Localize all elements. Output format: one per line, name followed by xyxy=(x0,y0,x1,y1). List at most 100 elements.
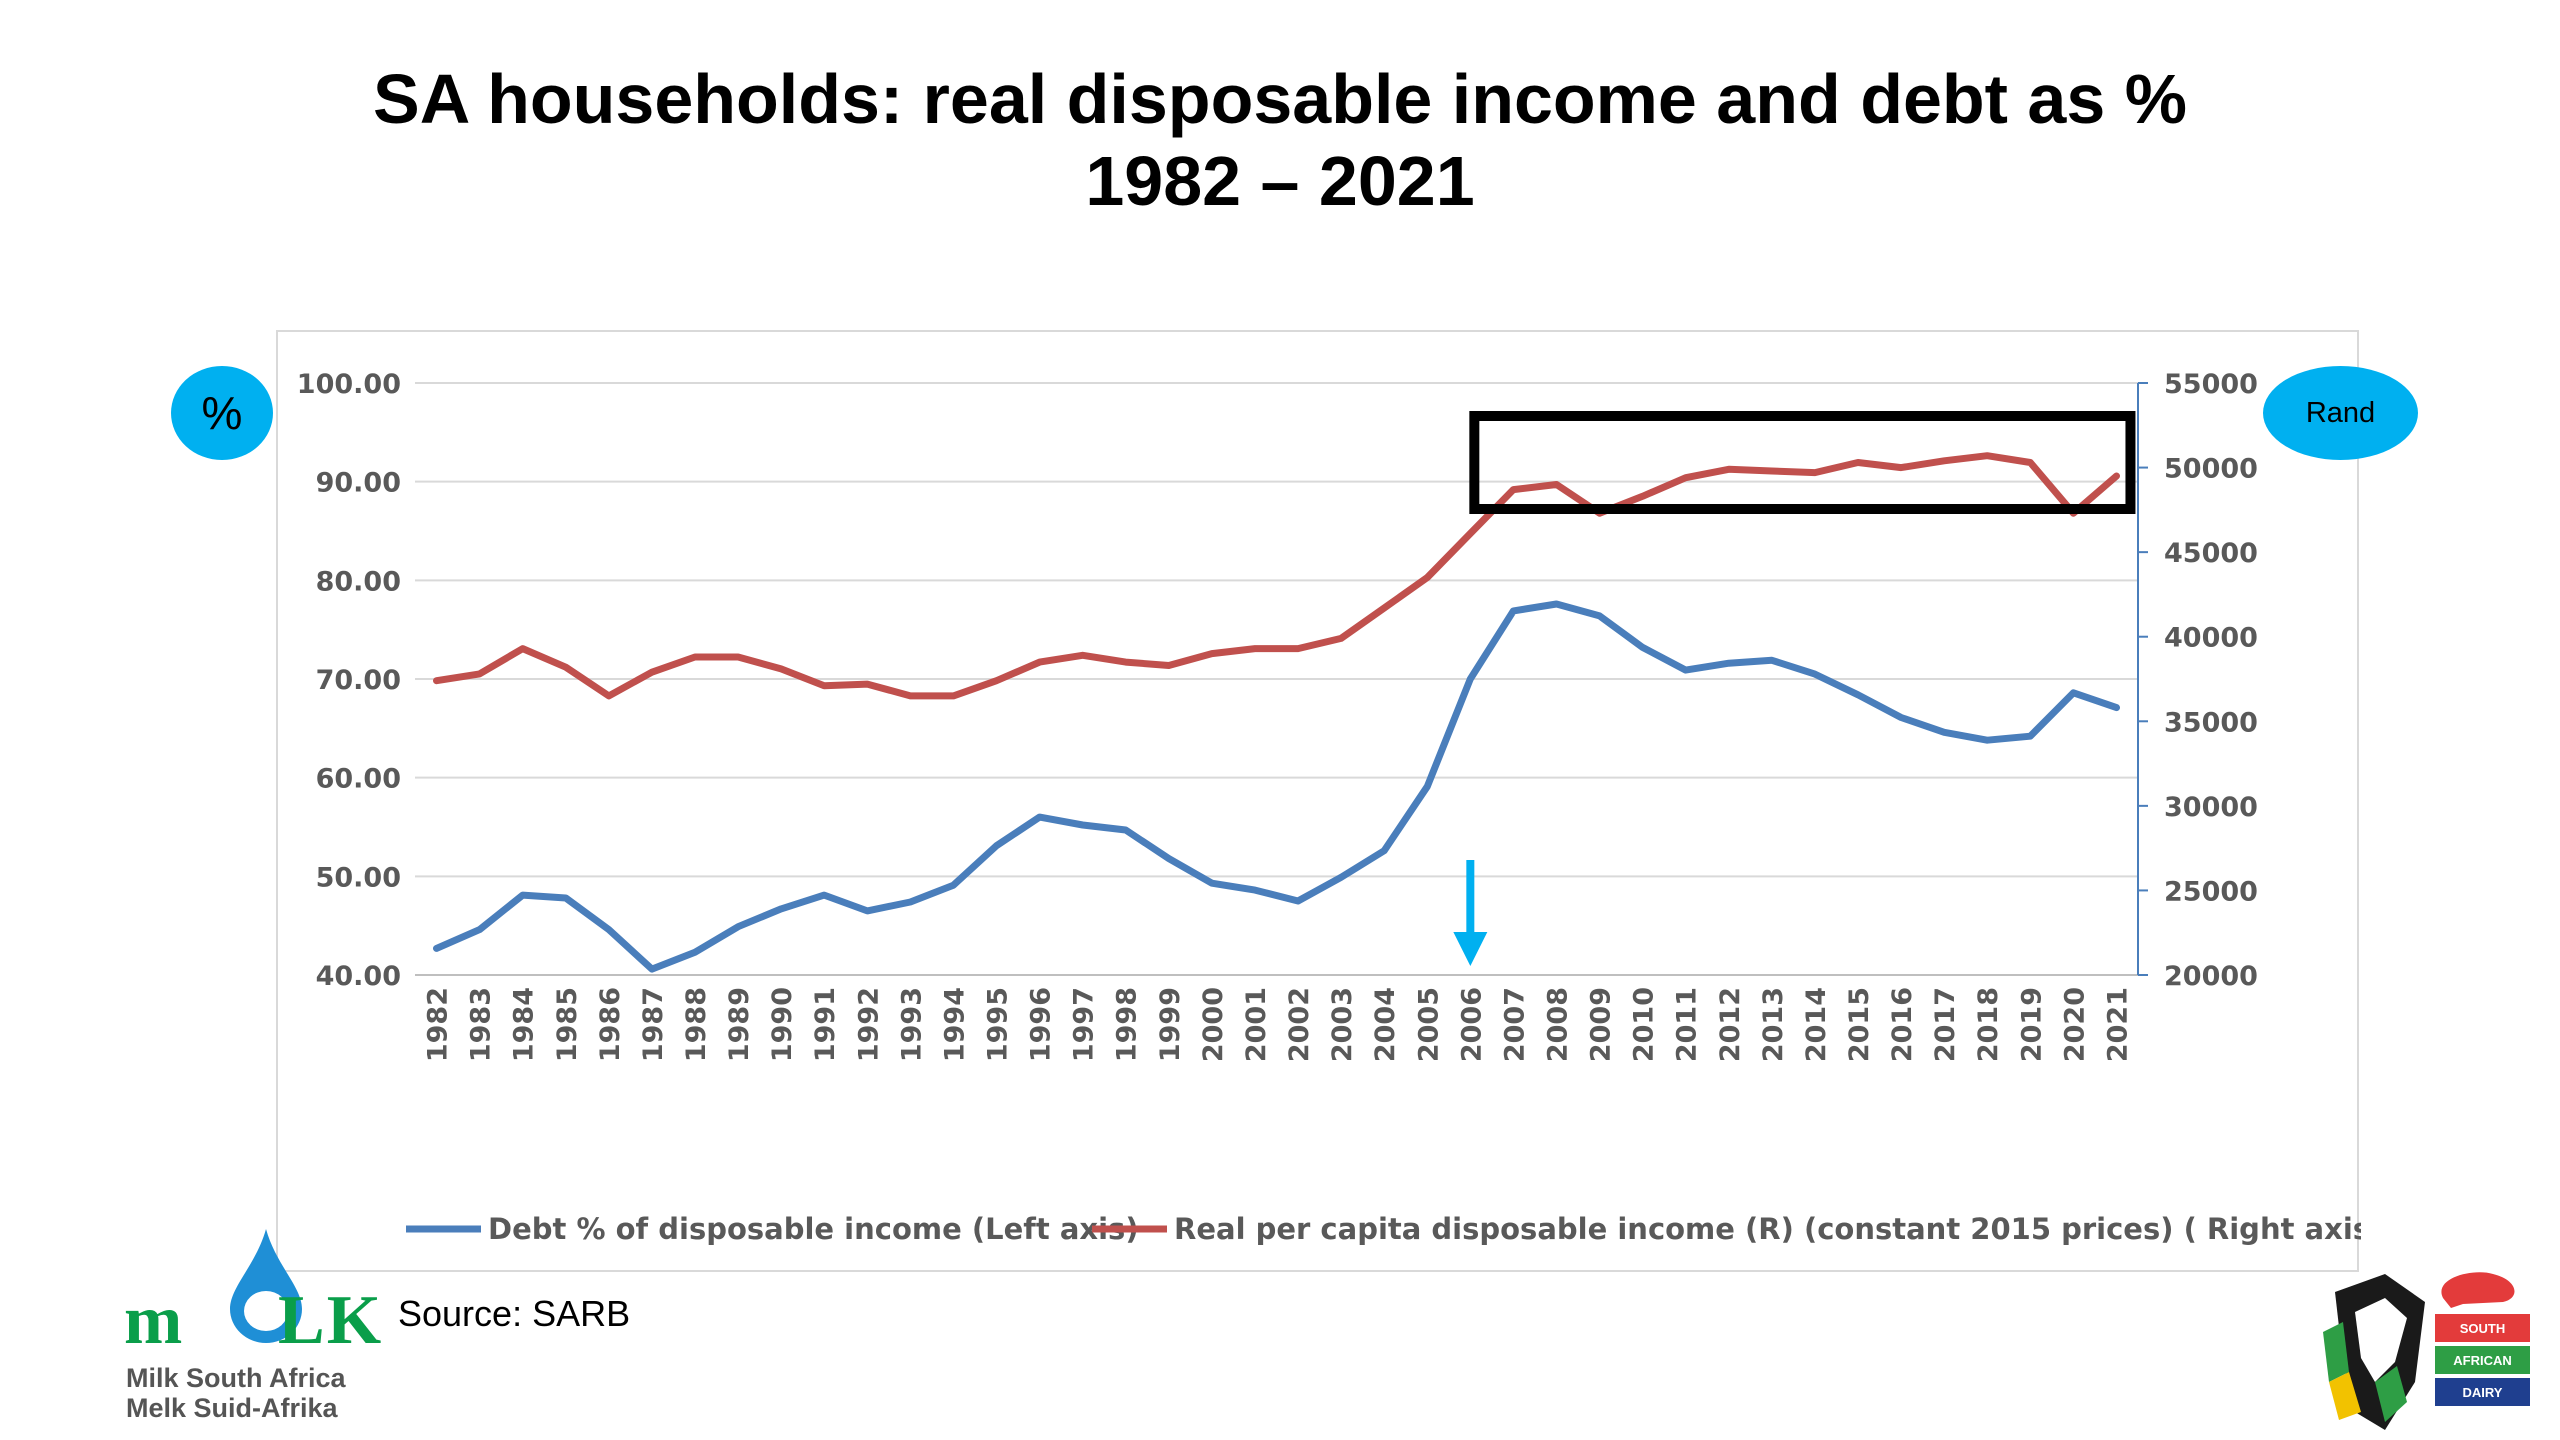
x-tick-label: 1998 xyxy=(1112,987,1143,1062)
income-data-point xyxy=(1210,652,1214,656)
x-tick-label: 2011 xyxy=(1672,987,1703,1062)
debt-series-line xyxy=(433,600,2120,973)
y-left-tick-label: 40.00 xyxy=(316,961,401,992)
debt-data-point xyxy=(2028,734,2032,738)
debt-data-point xyxy=(435,946,439,950)
debt-data-point xyxy=(908,900,912,904)
x-tick-label: 2019 xyxy=(2016,987,2047,1062)
income-data-point xyxy=(1942,459,1946,463)
debt-data-point xyxy=(2114,706,2118,710)
debt-data-point xyxy=(736,925,740,929)
x-tick-label: 2008 xyxy=(1542,987,1573,1062)
income-data-point xyxy=(1253,647,1257,651)
x-tick-label: 1988 xyxy=(681,987,712,1062)
percent-axis-badge: % xyxy=(171,366,273,460)
income-data-point xyxy=(2114,474,2118,478)
x-tick-label: 2004 xyxy=(1370,987,1401,1062)
x-tick-label: 2020 xyxy=(2059,987,2090,1062)
income-data-point xyxy=(1641,494,1645,498)
y-right-tick-label: 35000 xyxy=(2164,707,2258,738)
x-tick-label: 2018 xyxy=(1973,987,2004,1062)
debt-data-point xyxy=(822,893,826,897)
x-tick-label: 2001 xyxy=(1241,987,1272,1062)
x-tick-label: 2010 xyxy=(1629,987,1660,1062)
x-tick-label: 2003 xyxy=(1327,987,1358,1062)
debt-data-point xyxy=(1985,738,1989,742)
x-tick-label: 1991 xyxy=(810,987,841,1062)
x-tick-label: 2005 xyxy=(1413,987,1444,1062)
y-right-tick-label: 25000 xyxy=(2164,876,2258,907)
y-left-tick-label: 100.00 xyxy=(297,369,401,400)
y-left-tick-label: 50.00 xyxy=(316,862,401,893)
income-data-point xyxy=(865,682,869,686)
x-tick-label: 1997 xyxy=(1069,987,1100,1062)
income-data-point xyxy=(1339,636,1343,640)
income-data-point xyxy=(908,694,912,698)
income-data-point xyxy=(1081,653,1085,657)
debt-data-point xyxy=(1425,785,1429,789)
x-tick-label: 1994 xyxy=(939,987,970,1062)
income-data-point xyxy=(1511,488,1515,492)
dairy-flag-dairy: DAIRY xyxy=(2435,1378,2530,1406)
income-data-point xyxy=(1124,660,1128,664)
income-data-point xyxy=(779,667,783,671)
income-data-point xyxy=(1727,467,1731,471)
x-tick-label: 1982 xyxy=(423,987,454,1062)
chart-svg: 100.00 90.00 80.00 70.00 60.00 50.00 40.00 5500… xyxy=(297,369,2361,1246)
income-data-point xyxy=(995,679,999,683)
debt-data-point xyxy=(1167,857,1171,861)
x-tick-label: 2017 xyxy=(1930,987,1961,1062)
chart-frame: 100.00 90.00 80.00 70.00 60.00 50.00 40.00 5500… xyxy=(276,330,2361,1272)
debt-data-point xyxy=(779,907,783,911)
income-data-point xyxy=(822,684,826,688)
debt-data-point xyxy=(2071,691,2075,695)
arrow-head xyxy=(1453,932,1488,966)
income-data-point xyxy=(1296,647,1300,651)
debt-data-point xyxy=(564,896,568,900)
income-data-point xyxy=(435,679,439,683)
debt-data-point xyxy=(865,909,869,913)
x-tick-label: 1993 xyxy=(896,987,927,1062)
title-line-2: 1982 – 2021 xyxy=(1085,142,1475,220)
y-right-tick-label: 55000 xyxy=(2164,369,2258,400)
income-data-point xyxy=(1167,663,1171,667)
legend-debt-label: Debt % of disposable income (Left axis) xyxy=(488,1212,1139,1246)
legend-income-label: Real per capita disposable income (R) (c… xyxy=(1174,1212,2361,1246)
income-data-point xyxy=(1425,576,1429,580)
x-tick-label: 1985 xyxy=(552,987,583,1062)
y-left-tick-label: 80.00 xyxy=(316,566,401,597)
x-tick-label: 1996 xyxy=(1026,987,1057,1062)
x-tick-label: 1987 xyxy=(638,987,669,1062)
y-right-tick-label: 40000 xyxy=(2164,623,2258,654)
x-tick-label: 2012 xyxy=(1715,987,1746,1062)
income-data-point xyxy=(521,647,525,651)
debt-data-point xyxy=(1468,677,1472,681)
x-tick-label: 1986 xyxy=(595,987,626,1062)
title-line-1: SA households: real disposable income an… xyxy=(373,60,2187,138)
debt-data-point xyxy=(1339,875,1343,879)
x-tick-label: 1999 xyxy=(1155,987,1186,1062)
x-tick-label: 1990 xyxy=(767,987,798,1062)
dairy-flag-african: AFRICAN xyxy=(2435,1346,2530,1374)
y-right-tick-label: 30000 xyxy=(2164,792,2258,823)
debt-data-point xyxy=(1511,609,1515,613)
milk-sa-logo: m LK Milk South Africa Melk Suid-Afrika xyxy=(120,1225,381,1425)
x-tick-label: 2014 xyxy=(1801,987,1832,1062)
y-left-tick-label: 70.00 xyxy=(316,665,401,696)
income-data-point xyxy=(1382,606,1386,610)
debt-data-point xyxy=(478,928,482,932)
debt-data-point xyxy=(995,844,999,848)
debt-data-point xyxy=(1296,899,1300,903)
debt-data-point xyxy=(521,893,525,897)
x-tick-label: 2009 xyxy=(1586,987,1617,1062)
dairy-flag-south: SOUTH xyxy=(2435,1314,2530,1342)
bubble-icon xyxy=(2441,1272,2515,1308)
income-data-point xyxy=(1554,482,1558,486)
x-tick-label: 1992 xyxy=(853,987,884,1062)
cow-icon xyxy=(2323,1274,2425,1430)
y-right-tick-label: 50000 xyxy=(2164,454,2258,485)
x-tick-label: 2000 xyxy=(1198,987,1229,1062)
debt-data-point xyxy=(1813,672,1817,676)
income-data-point xyxy=(1468,532,1472,536)
debt-data-point xyxy=(1899,715,1903,719)
